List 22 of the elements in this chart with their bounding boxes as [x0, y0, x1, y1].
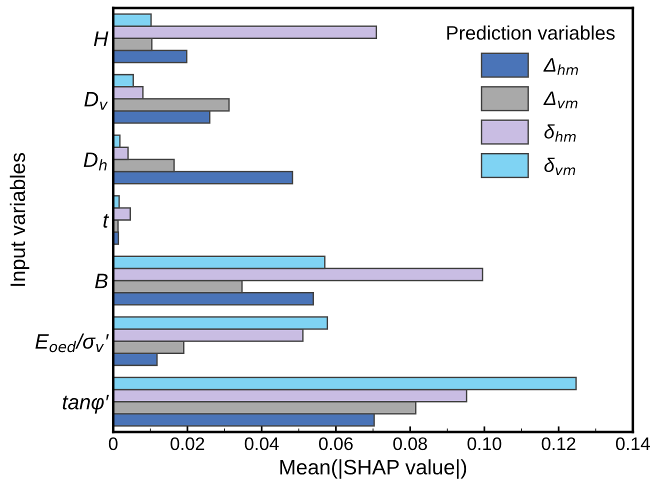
y-tick-label: D$_{h}$ — [84, 152, 107, 170]
legend-label: Δ$_{hm}$ — [543, 58, 578, 75]
y-tick-label: H — [94, 32, 108, 46]
x-tick-label: 0.12 — [542, 437, 576, 450]
legend-label: δ$_{vm}$ — [544, 158, 576, 176]
y-tick-label: D$_{v}$ — [84, 92, 108, 110]
y-tick-label: tanφ′ — [62, 394, 109, 414]
y-tick-label: B — [95, 274, 108, 288]
y-axis-title: Input variables — [10, 153, 30, 286]
x-tick-label: 0.06 — [319, 437, 353, 450]
x-tick-label: 0.14 — [616, 437, 650, 450]
legend-label: Δ$_{vm}$ — [543, 92, 578, 108]
y-tick-label: t — [104, 214, 110, 228]
x-tick-label: 0.10 — [468, 437, 502, 450]
x-tick-label: 0.08 — [393, 437, 427, 450]
x-tick-label: 0 — [108, 437, 118, 450]
legend-label: δ$_{hm}$ — [544, 124, 576, 142]
y-tick-label: E$_{oed}$/σ$_{v}$′ — [35, 333, 109, 352]
legend-title: Prediction variables — [447, 26, 615, 40]
x-axis-title: Mean(|SHAP value|) — [280, 459, 466, 479]
x-tick-label: 0.02 — [170, 437, 204, 450]
x-tick-label: 0.04 — [244, 437, 279, 450]
